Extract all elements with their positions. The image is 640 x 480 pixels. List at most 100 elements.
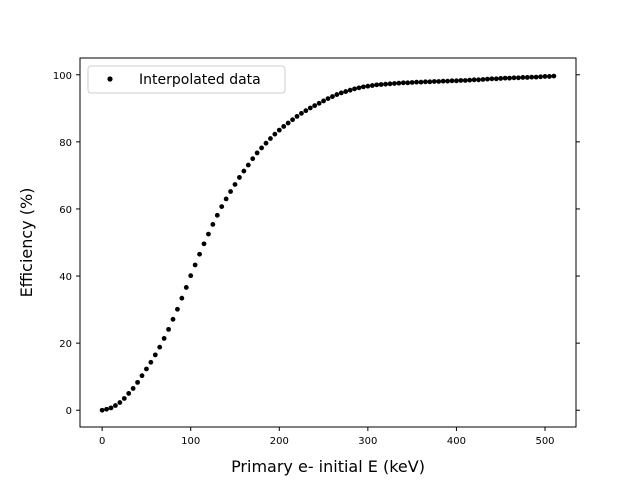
data-point [378, 82, 384, 87]
data-point [485, 76, 490, 82]
data-point [175, 306, 180, 312]
data-point [321, 98, 326, 104]
data-point [139, 373, 145, 379]
data-point [276, 127, 282, 133]
data-point [130, 386, 136, 391]
legend-entry-interpolated-data: Interpolated data [139, 72, 261, 88]
data-point [259, 145, 264, 151]
data-point [104, 406, 109, 412]
data-point [502, 75, 508, 81]
data-point [551, 73, 557, 79]
data-point [547, 74, 552, 79]
data-point [325, 96, 331, 101]
data-point [237, 175, 242, 180]
y-axis-title: Efficiency (%) [17, 188, 36, 298]
data-point [507, 75, 512, 81]
ticks-layer: 0 100 200 300 400 500 0 20 40 60 80 100 [53, 71, 580, 447]
data-point [263, 140, 269, 146]
data-point [312, 103, 318, 109]
data-point [445, 78, 450, 84]
data-point [387, 81, 393, 87]
data-point [316, 100, 322, 106]
data-point [462, 78, 468, 83]
data-point [219, 204, 225, 210]
data-point [436, 79, 442, 84]
data-point [210, 221, 216, 227]
data-point [206, 231, 211, 237]
x-tick-label: 300 [358, 436, 377, 447]
y-tick-label: 60 [59, 205, 72, 216]
data-point [113, 403, 118, 408]
data-point [467, 77, 473, 83]
data-point [423, 79, 428, 85]
data-point [511, 75, 517, 81]
data-point [440, 78, 446, 84]
data-point [480, 77, 486, 82]
data-point [307, 105, 313, 111]
data-point [400, 80, 406, 86]
data-point [347, 87, 353, 93]
data-point [166, 326, 171, 332]
data-point [303, 108, 309, 114]
data-point [418, 79, 424, 85]
data-point [352, 86, 357, 92]
data-point [356, 85, 362, 91]
data-point [126, 391, 132, 396]
data-point [520, 75, 526, 80]
data-point [201, 241, 207, 247]
data-point [471, 77, 477, 83]
data-point [396, 80, 402, 86]
data-point [294, 113, 300, 119]
data-point [161, 336, 167, 341]
data-point [197, 251, 202, 257]
y-tick-label: 20 [59, 339, 72, 350]
data-point [454, 78, 459, 84]
data-point [152, 352, 158, 358]
y-tick-label: 0 [66, 406, 72, 417]
data-point [272, 131, 278, 137]
data-point [157, 344, 163, 350]
plot-frame [79, 57, 577, 428]
data-point [449, 78, 455, 84]
data-point [232, 182, 238, 187]
data-point [245, 162, 251, 168]
data-point [117, 400, 123, 405]
data-point [183, 285, 189, 290]
data-point [431, 79, 437, 84]
data-point [99, 407, 105, 413]
data-point [343, 89, 349, 94]
legend-box [87, 65, 286, 94]
legend: Interpolated data [87, 65, 286, 94]
data-point [148, 359, 154, 365]
data-point [542, 74, 548, 79]
data-point [228, 189, 233, 194]
x-axis-title: Primary e- initial E (keV) [231, 457, 425, 476]
data-point [427, 79, 433, 85]
data-point [374, 82, 380, 88]
legend-marker [107, 76, 113, 82]
data-point [524, 75, 530, 80]
data-point [281, 124, 287, 129]
data-point [405, 80, 411, 86]
data-point [241, 168, 247, 174]
data-point [489, 76, 495, 82]
data-point [214, 212, 220, 218]
data-point [188, 273, 194, 279]
data-point [144, 366, 149, 372]
data-point [268, 136, 273, 141]
data-point [108, 405, 114, 411]
data-point [250, 156, 256, 162]
data-point [392, 81, 397, 86]
data-point [493, 76, 499, 82]
x-tick-label: 100 [181, 436, 200, 447]
data-point [192, 262, 198, 268]
data-point [414, 79, 419, 85]
data-point [369, 83, 375, 88]
data-point [254, 150, 260, 156]
data-point [476, 77, 481, 83]
data-point [334, 92, 340, 97]
data-point [290, 117, 295, 123]
data-point [533, 74, 539, 80]
data-point [285, 120, 291, 126]
